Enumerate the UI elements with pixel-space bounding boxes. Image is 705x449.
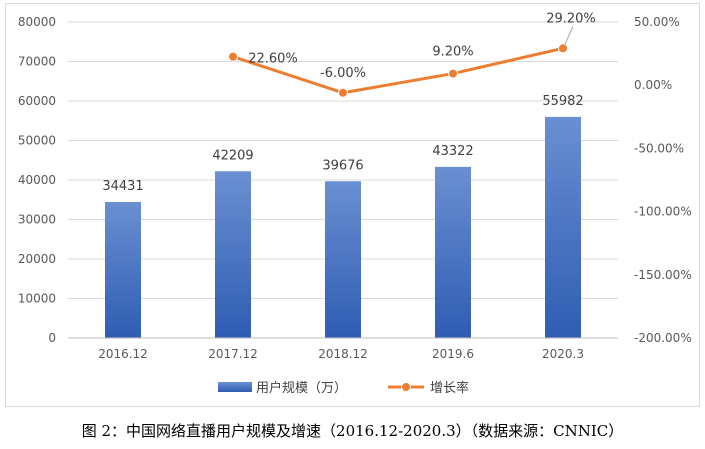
line-point [448, 68, 458, 79]
bar [215, 171, 251, 338]
bar-value-label: 42209 [212, 148, 253, 163]
legend: 用户规模（万） 增长率 [218, 380, 469, 396]
y-left-tick-label: 80000 [18, 15, 56, 29]
x-tick-label: 2020.3 [542, 347, 584, 361]
legend-label-line: 增长率 [430, 380, 469, 396]
legend-swatch-marker [401, 382, 411, 392]
x-tick-label: 2017.12 [208, 347, 258, 361]
line-value-label: 9.20% [432, 45, 473, 60]
y-left-tick-label: 20000 [18, 252, 56, 266]
chart-frame: 34431 42209 39676 43322 55982 22.60% -6.00% 9.2… [5, 3, 700, 407]
y-right-tick-label: -200.00% [634, 331, 692, 345]
figure-caption: 图 2：中国网络直播用户规模及增速（2016.12-2020.3）（数据来源：C… [81, 422, 624, 440]
gridlines [68, 21, 618, 339]
line-point [338, 87, 348, 98]
label-leader-line [564, 26, 574, 45]
line-point [228, 51, 238, 62]
y-left-tick-label: 40000 [18, 173, 56, 187]
line-point [558, 43, 568, 54]
bar-series [105, 116, 581, 339]
bar-value-label: 43322 [432, 144, 473, 159]
line-value-label: 22.60% [248, 52, 298, 67]
legend-label-bar: 用户规模（万） [256, 380, 347, 396]
line-series [228, 43, 568, 98]
y-left-tick-label: 10000 [18, 292, 56, 306]
y-left-tick-label: 30000 [18, 213, 56, 227]
bar [325, 181, 361, 338]
bar [435, 166, 471, 338]
data-labels: 34431 42209 39676 43322 55982 22.60% -6.00% 9.2… [102, 11, 595, 194]
y-right-tick-label: -150.00% [634, 268, 692, 282]
y-right-tick-label: 0.00% [634, 78, 672, 92]
axes: 0 10000 20000 30000 40000 50000 60000 70000 8000… [18, 15, 692, 361]
y-left-tick-label: 70000 [18, 55, 56, 69]
x-tick-label: 2019.6 [432, 347, 474, 361]
x-tick-label: 2018.12 [318, 347, 368, 361]
y-left-tick-label: 60000 [18, 94, 56, 108]
y-right-tick-label: 50.00% [634, 15, 680, 29]
line-value-label: -6.00% [320, 66, 366, 81]
y-right-tick-label: -50.00% [634, 141, 684, 155]
bar-value-label: 55982 [542, 94, 583, 109]
y-right-tick-label: -100.00% [634, 205, 692, 219]
combo-chart: 34431 42209 39676 43322 55982 22.60% -6.00% 9.2… [18, 11, 692, 396]
legend-swatch-bar [218, 382, 252, 392]
bar [545, 116, 581, 339]
y-left-tick-label: 0 [48, 331, 56, 345]
bar [105, 201, 141, 338]
growth-rate-line [232, 46, 564, 95]
bar-value-label: 34431 [102, 179, 143, 194]
y-left-tick-label: 50000 [18, 134, 56, 148]
x-tick-label: 2016.12 [98, 347, 148, 361]
line-value-label: 29.20% [546, 11, 596, 26]
bar-value-label: 39676 [322, 158, 363, 173]
